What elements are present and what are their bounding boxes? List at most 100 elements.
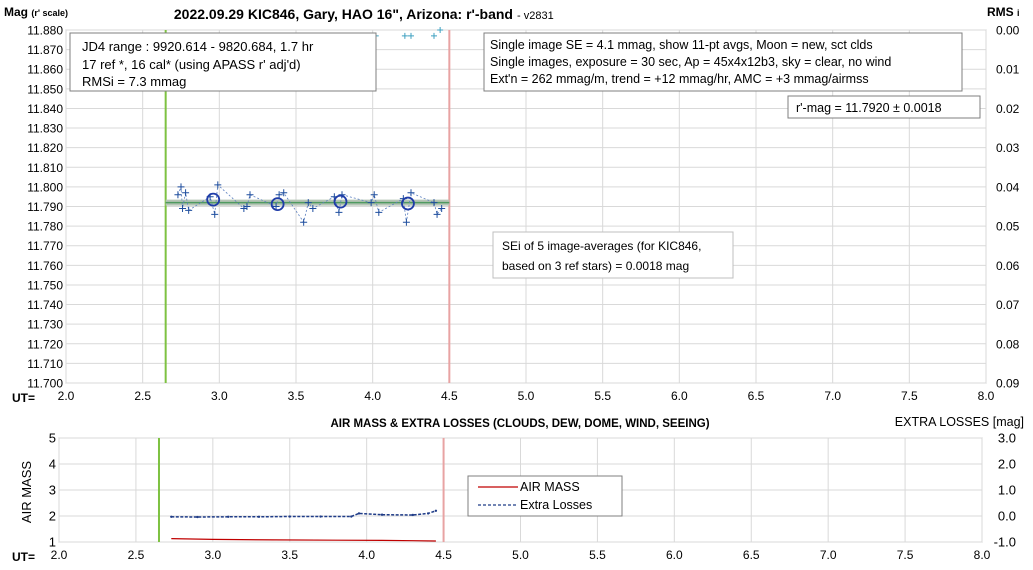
y-tick-label: 11.730 xyxy=(27,318,63,332)
single-image-point xyxy=(309,204,317,212)
upper-y-axis-label: Mag (r' scale) xyxy=(4,5,68,19)
upper-y-tick-labels: 11.700 11.710 11.720 11.730 11.740 11.750 11.7… xyxy=(27,24,63,391)
info-left-line-3: RMSi = 7.3 mmag xyxy=(82,74,186,89)
upper-chart: Mag (r' scale) 2022.09.29 KIC846, Gary, … xyxy=(4,5,1020,405)
single-image-point xyxy=(335,208,343,216)
extra-losses-point xyxy=(196,515,199,519)
lower-data-marks xyxy=(170,509,438,542)
sei-box: SEi of 5 image-averages (for KIC846, bas… xyxy=(492,231,734,279)
average-point xyxy=(401,196,415,211)
x-tick-label: 2.5 xyxy=(134,389,151,403)
y-tick-label: 2 xyxy=(49,509,56,524)
lower-x-axis-label: UT= xyxy=(12,550,35,564)
x-tick-label: 7.0 xyxy=(824,389,841,403)
extra-losses-point xyxy=(288,515,291,518)
single-image-point xyxy=(174,191,182,199)
y-tick-label: 5 xyxy=(49,431,56,446)
sei-line-2: based on 3 ref stars) = 0.0018 mag xyxy=(502,259,689,273)
lower-y-axis-label: AIR MASS xyxy=(19,461,34,523)
y-tick-label: 11.700 xyxy=(27,377,63,391)
y-tick-label: 11.780 xyxy=(27,220,63,234)
extra-losses-line xyxy=(171,510,437,518)
single-image-point xyxy=(402,218,410,226)
extra-losses-point xyxy=(357,512,361,515)
rmag-box: r'-mag = 11.7920 ± 0.0018 xyxy=(787,95,981,119)
x-tick-label: 4.5 xyxy=(435,548,452,562)
single-image-point xyxy=(438,204,446,212)
x-tick-label: 6.0 xyxy=(666,548,683,562)
info-right-line-2: Single images, exposure = 30 sec, Ap = 4… xyxy=(490,55,891,69)
upper-x-tick-labels: 2.0 2.5 3.0 3.5 4.0 4.5 5.0 5.5 6.0 6.5 7.0 7.5 8.0 xyxy=(58,389,995,403)
x-tick-label: 6.5 xyxy=(748,389,765,403)
extra-losses-point xyxy=(411,513,415,517)
rmag-value: r'-mag = 11.7920 ± 0.0018 xyxy=(796,101,942,115)
average-point xyxy=(270,197,285,212)
single-image-point xyxy=(211,210,219,218)
single-image-point xyxy=(182,189,190,197)
x-tick-label: 3.5 xyxy=(281,548,298,562)
y-tick-label: 1 xyxy=(49,535,56,550)
lower-legend: AIR MASS Extra Losses xyxy=(467,475,623,517)
single-image-point xyxy=(300,218,308,226)
single-image-point xyxy=(177,183,185,191)
extra-losses-point xyxy=(427,512,430,515)
lower-gridlines xyxy=(58,437,983,543)
upper-chart-title: 2022.09.29 KIC846, Gary, HAO 16", Arizon… xyxy=(174,6,513,22)
y-tick-label: 11.800 xyxy=(27,180,63,194)
x-tick-label: 4.0 xyxy=(364,389,381,403)
single-image-point xyxy=(370,191,378,199)
single-image-point xyxy=(179,204,187,212)
single-image-point xyxy=(375,208,383,216)
y2-tick-label: 0.06 xyxy=(996,259,1020,273)
average-point xyxy=(333,194,348,209)
y2-tick-label: 0.07 xyxy=(996,298,1020,312)
info-right-line-3: Ext'n = 262 mmag/m, trend = +12 mmag/hr,… xyxy=(490,72,869,86)
y2-tick-label: 1.0 xyxy=(998,483,1016,498)
x-tick-label: 2.5 xyxy=(128,548,145,562)
y2-tick-label: -1.0 xyxy=(994,535,1016,550)
y2-tick-label: 0.0 xyxy=(998,509,1016,524)
x-tick-label: 8.0 xyxy=(978,389,995,403)
y-tick-label: 11.810 xyxy=(27,161,63,175)
rms-point xyxy=(401,32,408,39)
y-tick-label: 11.880 xyxy=(27,24,63,38)
y2-tick-label: 0.04 xyxy=(996,180,1020,194)
lower-y-tick-labels: 1 2 3 4 5 xyxy=(49,431,56,550)
x-tick-label: 5.5 xyxy=(594,389,611,403)
y2-tick-label: 0.05 xyxy=(996,220,1020,234)
single-image-point xyxy=(246,191,254,199)
y2-tick-label: 0.09 xyxy=(996,377,1020,391)
legend-airmass-label: AIR MASS xyxy=(520,480,580,494)
info-left-line-2: 17 ref *, 16 cal* (using APASS r' adj'd) xyxy=(82,57,301,72)
rms-axis-label: RMS i xyxy=(987,5,1020,19)
y-tick-label: 11.840 xyxy=(27,102,63,116)
y2-tick-label: 0.02 xyxy=(996,102,1020,116)
x-tick-label: 3.5 xyxy=(288,389,305,403)
x-tick-label: 6.5 xyxy=(743,548,760,562)
single-image-point xyxy=(430,199,438,207)
y2-tick-label: 0.08 xyxy=(996,337,1020,351)
y-tick-label: 11.710 xyxy=(27,357,63,371)
upper-x-axis-label: UT= xyxy=(12,391,35,405)
y-tick-label: 11.720 xyxy=(27,337,63,351)
y-tick-label: 4 xyxy=(49,457,56,472)
single-image-point xyxy=(214,181,222,189)
lower-right-title: EXTRA LOSSES [mag] xyxy=(895,415,1024,429)
single-image-point xyxy=(304,199,312,207)
info-box-right: Single image SE = 4.1 mmag, show 11-pt a… xyxy=(483,32,963,92)
upper-rms-tick-labels: 0.09 0.08 0.07 0.06 0.05 0.04 0.03 0.02 0.01 0.00 xyxy=(996,24,1020,391)
info-left-line-1: JD4 range : 9920.614 - 9820.684, 1.7 hr xyxy=(82,39,314,54)
y2-tick-label: 2.0 xyxy=(998,457,1016,472)
lower-session-markers xyxy=(157,438,445,542)
y-tick-label: 11.790 xyxy=(27,200,63,214)
rms-point xyxy=(431,32,437,39)
sei-line-1: SEi of 5 image-averages (for KIC846, xyxy=(502,239,701,253)
y-tick-label: 11.830 xyxy=(27,122,63,136)
average-point xyxy=(206,192,221,207)
y2-tick-label: 0.00 xyxy=(996,24,1020,38)
single-image-point xyxy=(338,191,346,199)
y2-tick-label: 0.01 xyxy=(996,63,1020,77)
rms-point xyxy=(408,32,414,39)
x-tick-label: 4.5 xyxy=(441,389,458,403)
